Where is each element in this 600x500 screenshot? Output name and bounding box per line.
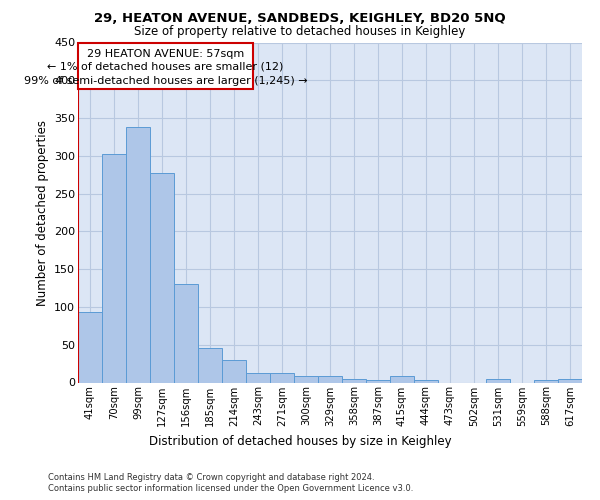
Bar (558, 380, 582, 382)
Bar (198, 348, 222, 382)
Bar (390, 376, 414, 382)
Y-axis label: Number of detached properties: Number of detached properties (35, 120, 49, 306)
Text: 99% of semi-detached houses are larger (1,245) →: 99% of semi-detached houses are larger (… (24, 76, 307, 86)
Text: Size of property relative to detached houses in Keighley: Size of property relative to detached ho… (134, 25, 466, 38)
Bar (318, 376, 342, 382)
Text: Contains HM Land Registry data © Crown copyright and database right 2024.: Contains HM Land Registry data © Crown c… (48, 472, 374, 482)
Bar (222, 360, 246, 382)
Bar (150, 173, 174, 382)
Bar (270, 372, 294, 382)
Bar (366, 380, 390, 382)
Bar (342, 378, 366, 382)
Bar (534, 380, 558, 382)
Bar (102, 154, 126, 382)
Bar (414, 380, 438, 382)
Bar (486, 380, 510, 382)
Bar (246, 372, 270, 382)
Bar (174, 284, 198, 382)
Text: 29, HEATON AVENUE, SANDBEDS, KEIGHLEY, BD20 5NQ: 29, HEATON AVENUE, SANDBEDS, KEIGHLEY, B… (94, 12, 506, 26)
FancyBboxPatch shape (78, 42, 253, 90)
Text: Contains public sector information licensed under the Open Government Licence v3: Contains public sector information licen… (48, 484, 413, 493)
Bar (294, 376, 318, 382)
Bar (126, 127, 150, 382)
Text: 29 HEATON AVENUE: 57sqm: 29 HEATON AVENUE: 57sqm (87, 48, 244, 58)
Text: ← 1% of detached houses are smaller (12): ← 1% of detached houses are smaller (12) (47, 62, 284, 72)
Text: Distribution of detached houses by size in Keighley: Distribution of detached houses by size … (149, 435, 451, 448)
Bar (78, 312, 102, 382)
